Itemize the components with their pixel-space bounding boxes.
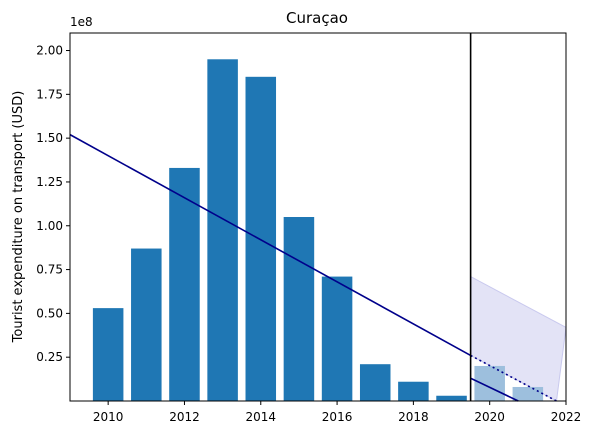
y-multiplier-label: 1e8 — [70, 15, 93, 29]
trend-line — [69, 133, 472, 357]
bar-2018 — [398, 381, 429, 401]
y-tick-label: 1.00 — [36, 219, 63, 233]
projection-line — [470, 354, 557, 402]
bar-2016 — [321, 276, 353, 401]
plot-frame — [69, 32, 567, 402]
x-tick-label: 2016 — [322, 410, 353, 424]
bar-2017 — [359, 364, 391, 401]
bar-2012 — [169, 167, 200, 401]
y-tick-label: 0.25 — [36, 350, 63, 364]
post-cutoff-trend-line — [470, 377, 519, 402]
x-tick-label: 2014 — [245, 410, 276, 424]
bar-2010 — [92, 308, 124, 401]
y-tick-label: 1.25 — [36, 175, 63, 189]
bar-2019 — [436, 395, 467, 401]
y-axis-label: Tourist expenditure on transport (USD) — [11, 91, 26, 344]
bar-2011 — [131, 248, 162, 401]
x-tick-label: 2020 — [474, 410, 505, 424]
chart-title: Curaçao — [286, 9, 348, 27]
bar-2015 — [283, 217, 315, 401]
bar-2013 — [207, 59, 238, 402]
x-tick-label: 2018 — [398, 410, 429, 424]
y-tick-label: 1.75 — [36, 87, 63, 101]
x-tick-label: 2012 — [169, 410, 200, 424]
y-tick-label: 2.00 — [36, 44, 63, 58]
axes: 2010 2012 2014 2016 2018 2020 2022 0.25 0.50 0.75… — [36, 44, 581, 424]
projected-bar-2021 — [512, 386, 544, 401]
plot-area — [69, 33, 567, 402]
x-tick-label: 2022 — [551, 410, 582, 424]
x-tick-label: 2010 — [93, 410, 124, 424]
y-tick-label: 1.50 — [36, 131, 63, 145]
y-tick-label: 0.50 — [36, 306, 63, 320]
projected-bar-2020 — [474, 365, 505, 401]
y-tick-label: 0.75 — [36, 263, 63, 277]
